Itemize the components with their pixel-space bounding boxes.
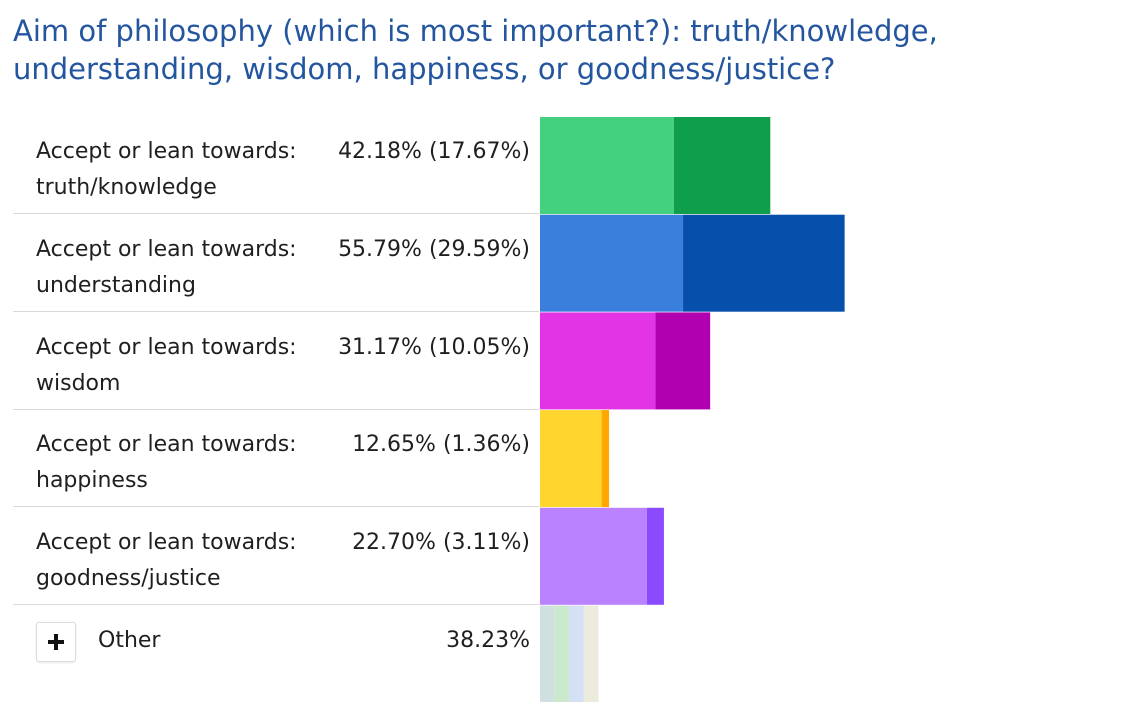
bar-lean-segment: [540, 312, 656, 410]
bar-accept-segment: [683, 214, 845, 312]
bar-accept-segment: [601, 410, 610, 508]
table-row: Accept or lean towards: truth/knowledge …: [13, 116, 539, 214]
row-label: Accept or lean towards: wisdom: [36, 335, 297, 396]
row-value: 42.18% (17.67%): [338, 139, 530, 164]
table-row: Accept or lean towards: happiness 12.65%…: [13, 409, 539, 507]
bar-other-segment: [583, 605, 599, 702]
other-value: 38.23%: [446, 628, 530, 653]
row-value: 31.17% (10.05%): [338, 335, 530, 360]
bar-lean-segment: [540, 117, 674, 214]
table-row-other: Other 38.23%: [13, 605, 539, 702]
bar-other-segment: [569, 605, 584, 702]
bar-accept-segment: [673, 117, 771, 214]
table-row: Accept or lean towards: wisdom 31.17% (1…: [13, 312, 539, 410]
bar-other-segment: [554, 605, 570, 702]
row-value: 55.79% (29.59%): [338, 237, 530, 262]
table-row: Accept or lean towards: goodness/justice…: [13, 507, 539, 605]
bar-lean-segment: [540, 214, 684, 312]
row-value: 22.70% (3.11%): [352, 530, 530, 555]
bar-lean-segment: [540, 507, 647, 605]
table-row: Accept or lean towards: understanding 55…: [13, 214, 539, 312]
plus-icon: [48, 634, 64, 650]
bar-accept-segment: [646, 507, 664, 605]
row-label: Accept or lean towards: goodness/justice: [36, 530, 297, 591]
bar-accept-segment: [655, 312, 711, 410]
bar-lean-segment: [540, 410, 602, 508]
row-label: Accept or lean towards: truth/knowledge: [36, 139, 297, 200]
chart-title: Aim of philosophy (which is most importa…: [13, 14, 938, 86]
bar-other-segment: [540, 605, 555, 702]
row-label: Accept or lean towards: happiness: [36, 432, 297, 493]
row-value: 12.65% (1.36%): [352, 432, 530, 457]
row-label: Accept or lean towards: understanding: [36, 237, 297, 298]
other-label: Other: [98, 628, 161, 653]
expand-other-button[interactable]: [36, 622, 76, 662]
